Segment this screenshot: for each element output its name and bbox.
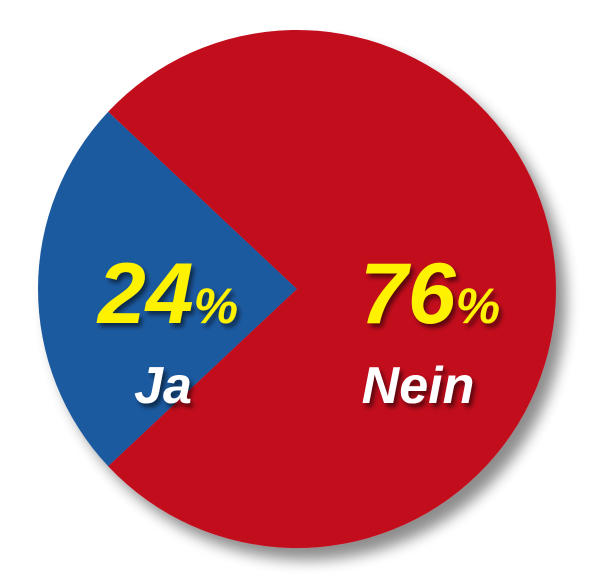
value-label-nein-sign: % xyxy=(456,278,500,334)
category-label-nein: Nein xyxy=(362,357,475,415)
value-label-nein-number: 76 xyxy=(360,246,457,342)
value-label-ja-number: 24 xyxy=(96,246,194,342)
value-label-ja-sign: % xyxy=(194,278,238,334)
category-label-ja: Ja xyxy=(134,357,192,415)
value-label-ja: 24% xyxy=(96,246,238,342)
pie-slice-ja xyxy=(37,111,297,467)
value-label-nein: 76% xyxy=(360,246,500,342)
pie-slice-nein xyxy=(108,29,556,548)
